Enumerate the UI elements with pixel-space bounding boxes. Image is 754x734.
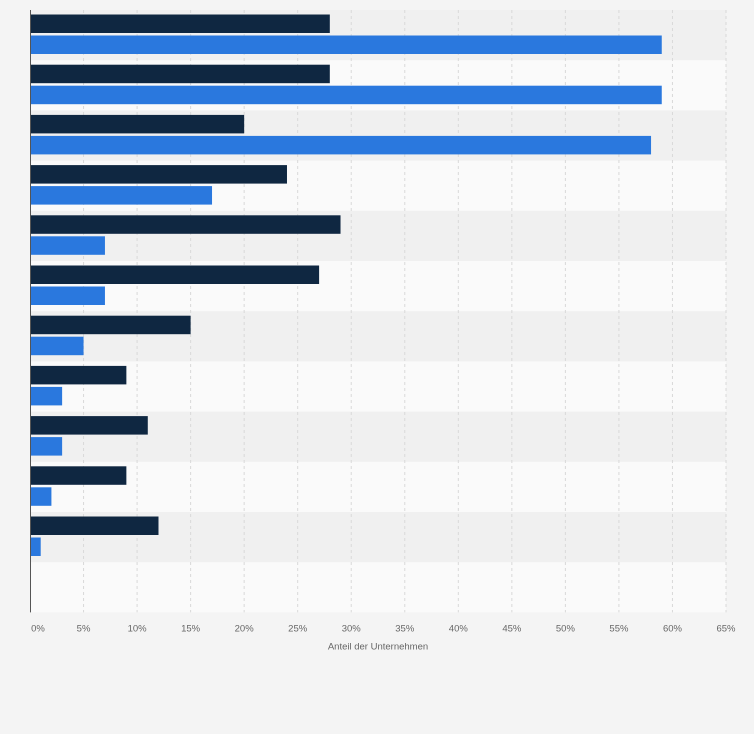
x-tick-label: 55% [609,623,629,634]
x-tick-label: 50% [556,623,576,634]
row-band [30,361,726,412]
x-tick-label: 10% [128,623,148,634]
bar-series-2 [30,487,52,506]
x-tick-label: 60% [663,623,683,634]
bar-series-1 [30,114,245,134]
bar-series-1 [30,64,330,84]
bar-series-1 [30,365,127,385]
bar-series-2 [30,135,652,155]
row-band [30,461,726,512]
bar-series-2 [30,286,105,305]
x-axis-title: Anteil der Unternehmen [328,641,428,652]
bar-series-1 [30,165,287,184]
bar-series-2 [30,85,662,105]
x-tick-label: 15% [181,623,201,634]
x-tick-label: 0% [31,623,45,634]
bar-series-1 [30,215,341,234]
x-tick-label: 30% [342,623,362,634]
x-tick-label: 20% [235,623,255,634]
x-tick-label: 5% [77,623,91,634]
bar-series-1 [30,416,148,435]
bar-series-2 [30,386,63,406]
x-tick-label: 35% [395,623,415,634]
row-band [30,562,726,613]
bar-series-1 [30,14,330,33]
bar-series-1 [30,466,127,485]
bar-series-2 [30,537,41,556]
bar-series-1 [30,516,159,535]
bar-series-1 [30,265,320,284]
x-tick-label: 40% [449,623,469,634]
bar-series-2 [30,437,63,456]
x-tick-label: 25% [288,623,308,634]
bar-series-1 [30,315,191,335]
x-tick-label: 45% [502,623,522,634]
bar-series-2 [30,336,84,356]
x-tick-label: 65% [716,623,736,634]
bar-series-2 [30,236,105,255]
bar-series-2 [30,35,662,54]
bar-series-2 [30,186,213,205]
